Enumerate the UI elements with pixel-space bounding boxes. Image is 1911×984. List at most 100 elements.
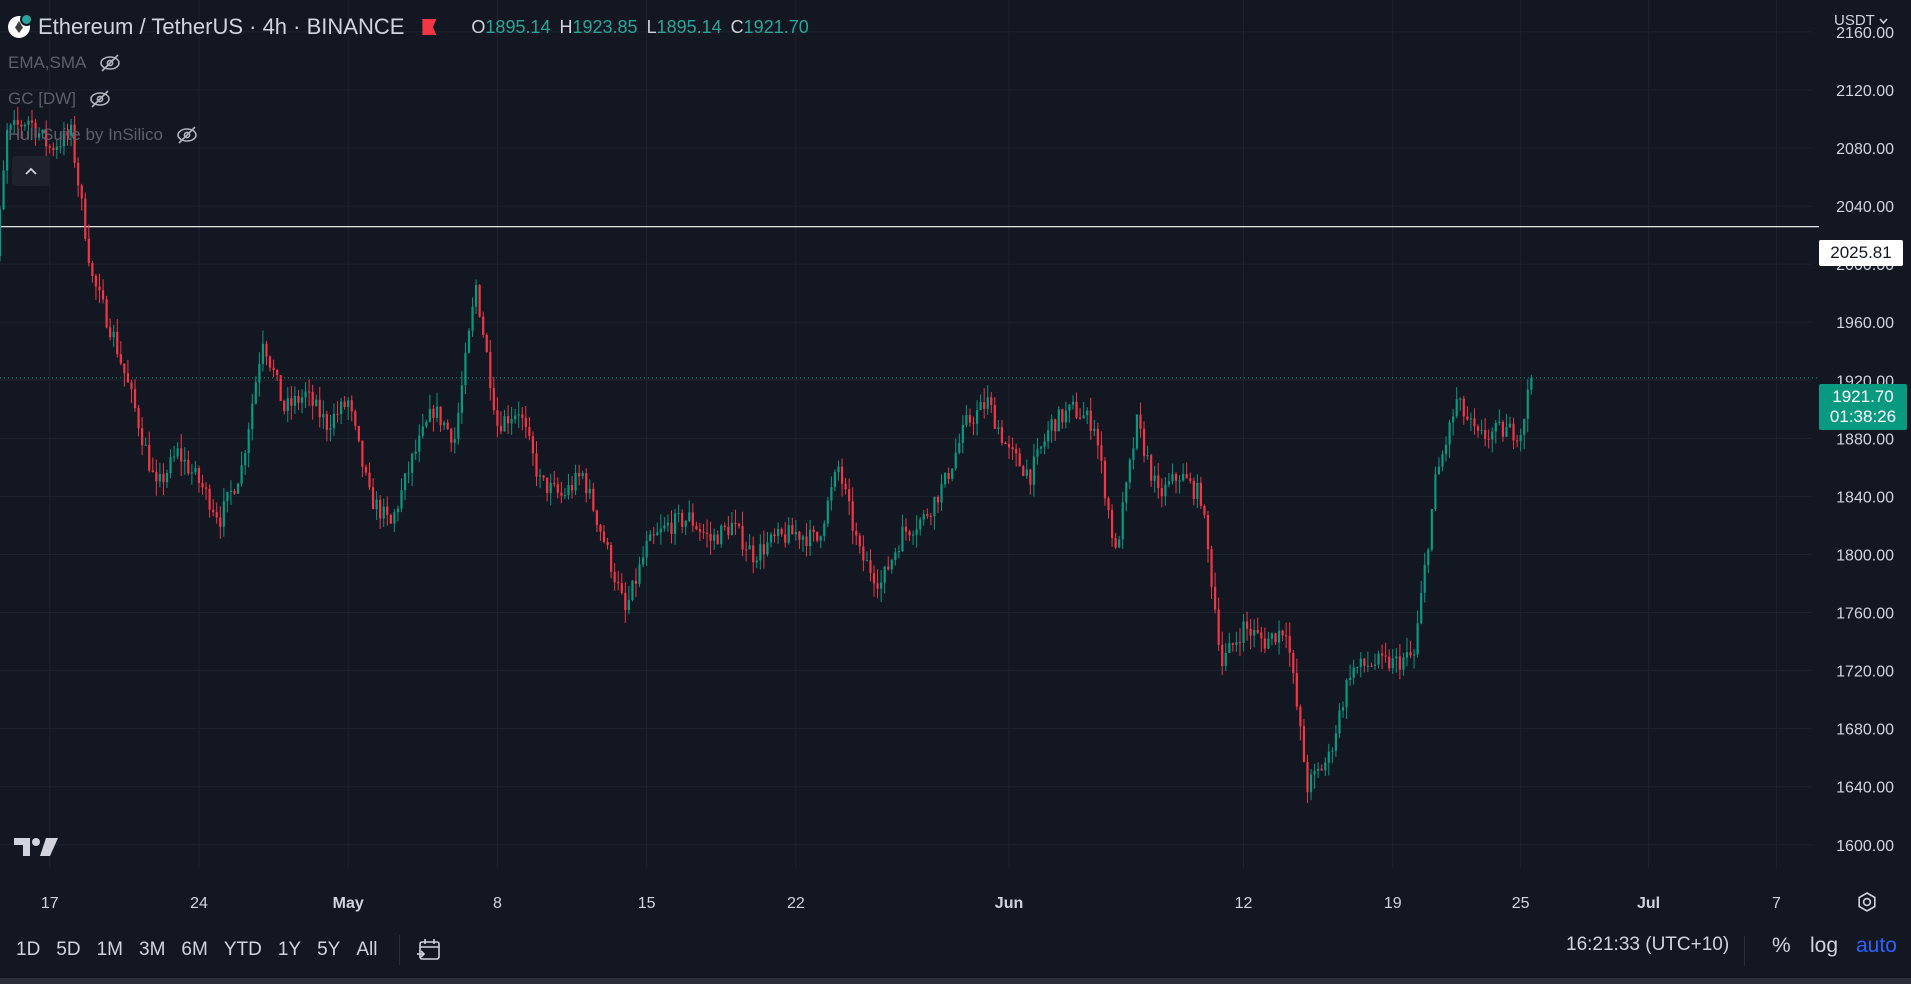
candle-body xyxy=(0,209,2,257)
candle-body xyxy=(1349,677,1352,680)
candle-body xyxy=(1324,762,1327,771)
log-scale-button[interactable]: log xyxy=(1810,934,1839,957)
candle-body xyxy=(776,528,780,536)
range-button-1d[interactable]: 1D xyxy=(16,939,41,960)
candle-body xyxy=(961,425,964,443)
candle-body xyxy=(414,451,417,454)
flag-icon[interactable] xyxy=(422,19,437,35)
candle-body xyxy=(325,414,328,430)
candlestick-chart[interactable]: 1600.00 1640.00 1680.00 1720.00 1760.00 1800.… xyxy=(0,0,1911,930)
candle-body xyxy=(1043,441,1046,447)
bottom-toolbar: 1D 5D 1M 3M 6M YTD 1Y 5Y All xyxy=(0,930,1911,970)
candle-body xyxy=(1508,423,1512,428)
candle-body xyxy=(478,285,481,317)
candle-body xyxy=(524,417,527,428)
candle-body xyxy=(855,530,858,536)
candle-body xyxy=(446,422,449,430)
indicator-row-gc-dw[interactable]: GC [DW] xyxy=(8,86,112,112)
candle-body xyxy=(1142,428,1146,456)
candle-body xyxy=(212,509,215,513)
range-button-ytd[interactable]: YTD xyxy=(223,939,262,960)
candle-body xyxy=(784,534,787,543)
candle-body xyxy=(1466,416,1469,420)
range-button-5y[interactable]: 5Y xyxy=(317,939,341,960)
candle-body xyxy=(361,440,364,468)
candle-body xyxy=(126,373,130,383)
grid xyxy=(0,0,1812,868)
candle-body xyxy=(474,285,478,307)
candle-body xyxy=(972,422,975,424)
candle-body xyxy=(251,403,254,430)
range-button-1m[interactable]: 1M xyxy=(96,939,123,960)
settings-gear-icon[interactable] xyxy=(1855,890,1879,914)
candle-body xyxy=(1110,510,1114,538)
range-button-3m[interactable]: 3M xyxy=(139,939,166,960)
candle-body xyxy=(439,406,442,426)
tradingview-logo-icon[interactable] xyxy=(14,836,60,858)
time-axis[interactable]: 17 24 May 8 15 22 Jun 12 19 25 Jul 7 xyxy=(41,895,1781,912)
candle-body xyxy=(1096,428,1099,446)
candle-body xyxy=(926,514,929,517)
candle-body xyxy=(585,473,588,494)
price-axis[interactable]: 1600.00 1640.00 1680.00 1720.00 1760.00 1800.… xyxy=(1836,25,1894,855)
price-tick-label: 2080.00 xyxy=(1836,141,1894,158)
candle-body xyxy=(1420,592,1423,624)
range-button-all[interactable]: All xyxy=(356,939,378,960)
candle-body xyxy=(1519,435,1522,442)
candle-body xyxy=(1189,478,1192,481)
candle-body xyxy=(123,363,126,374)
candle-body xyxy=(467,330,471,353)
timezone-clock[interactable]: 16:21:33 (UTC+10) xyxy=(1566,934,1730,955)
candle-body xyxy=(1260,632,1263,639)
go-to-date-button[interactable] xyxy=(414,935,444,965)
hidden-eye-icon[interactable] xyxy=(88,89,112,109)
ethereum-logo-icon[interactable] xyxy=(8,13,33,38)
candle-body xyxy=(176,448,179,457)
range-button-5d[interactable]: 5D xyxy=(56,939,81,960)
auto-scale-button[interactable]: auto xyxy=(1856,934,1897,957)
candle-body xyxy=(1494,422,1497,432)
candle-body xyxy=(535,453,538,477)
candle-body xyxy=(453,439,456,443)
candle-body xyxy=(1089,410,1092,431)
candle-body xyxy=(528,427,531,437)
candle-body xyxy=(133,389,137,408)
candle-body xyxy=(720,525,723,545)
candle-body xyxy=(1356,666,1359,668)
candle-body xyxy=(766,542,769,555)
candle-body xyxy=(1270,633,1274,639)
hidden-eye-icon[interactable] xyxy=(98,53,122,73)
collapse-indicators-button[interactable] xyxy=(12,156,50,186)
candle-body xyxy=(165,473,169,483)
candle-body xyxy=(119,354,122,364)
candle-body xyxy=(1203,505,1206,515)
candle-body xyxy=(1359,658,1362,667)
candle-body xyxy=(673,513,677,534)
price-tick-label: 1960.00 xyxy=(1836,315,1894,332)
horizontal-line-price-label[interactable]: 2025.81 xyxy=(1819,240,1903,266)
candle-body xyxy=(1032,456,1036,485)
candle-body xyxy=(1167,481,1171,485)
candle-body xyxy=(546,477,549,493)
candle-body xyxy=(553,482,556,485)
candle-body xyxy=(620,583,623,593)
candle-body xyxy=(329,428,332,430)
hidden-eye-icon[interactable] xyxy=(175,125,199,145)
candle-body xyxy=(1011,447,1014,450)
candle-body xyxy=(1302,726,1306,762)
candle-body xyxy=(105,299,108,328)
candle-body xyxy=(1171,474,1174,482)
candle-body xyxy=(226,491,229,502)
indicator-row-ema-sma[interactable]: EMA,SMA xyxy=(8,50,122,76)
candle-body xyxy=(485,334,488,353)
currency-selector[interactable]: USDT xyxy=(1834,12,1888,29)
symbol-title[interactable]: Ethereum / TetherUS · 4h · BINANCE xyxy=(38,14,405,39)
indicator-row-hull-suite[interactable]: Hull Suite by InSilico xyxy=(8,122,199,148)
percent-scale-button[interactable]: % xyxy=(1772,934,1791,957)
candle-body xyxy=(354,411,357,426)
toolbar-divider xyxy=(399,935,401,965)
range-button-6m[interactable]: 6M xyxy=(181,939,208,960)
range-button-1y[interactable]: 1Y xyxy=(277,939,302,960)
price-tick-label: 1600.00 xyxy=(1836,838,1894,855)
